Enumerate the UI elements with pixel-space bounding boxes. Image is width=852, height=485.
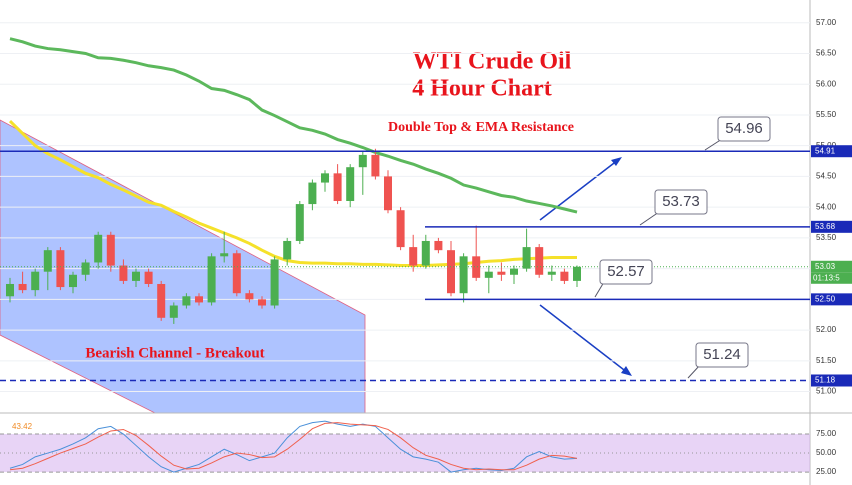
- price-tag-label: 53.03: [815, 262, 836, 271]
- callout-box: [695, 342, 749, 368]
- candle-body: [270, 259, 279, 306]
- candle-body: [132, 271, 140, 281]
- candle-body: [18, 283, 27, 291]
- candle-body: [447, 250, 455, 294]
- level-tag-label: 53.68: [815, 222, 836, 231]
- y-tick-label: 56.50: [816, 49, 837, 58]
- level-tag-label: 54.91: [815, 146, 836, 155]
- candle-body: [472, 256, 481, 278]
- candle-body: [547, 271, 556, 275]
- candle-body: [69, 274, 77, 288]
- candle-body: [106, 234, 115, 266]
- candle-body: [358, 154, 367, 168]
- candle-body: [522, 247, 531, 269]
- candle-body: [421, 240, 430, 266]
- level-tag: [811, 220, 852, 233]
- candle-body: [396, 210, 405, 248]
- candle-body: [308, 182, 317, 205]
- candle-body: [409, 247, 418, 266]
- arrow-up: [539, 159, 619, 221]
- price-tag: [811, 260, 852, 273]
- y-tick-label: 54.00: [816, 202, 837, 211]
- candle-body: [510, 268, 518, 275]
- level-tag-label: 52.50: [815, 294, 836, 303]
- y-tick-label: 51.50: [816, 356, 837, 365]
- candle-body: [195, 296, 203, 303]
- annotation: Bearish Channel - Breakout: [85, 345, 264, 361]
- arrow-head: [621, 366, 632, 376]
- candle-body: [220, 253, 229, 257]
- callout-label: 52.57: [607, 263, 645, 280]
- y-tick-label: 25.00: [816, 467, 837, 476]
- oscillator-value: 43.42: [12, 422, 33, 431]
- candle-body: [573, 266, 581, 281]
- y-tick-label: 57.00: [816, 18, 837, 27]
- candle-body: [535, 247, 544, 275]
- candle-body: [169, 305, 178, 318]
- candle-body: [232, 253, 241, 294]
- candle-body: [119, 265, 128, 281]
- candle-body: [283, 240, 292, 260]
- candle-body: [94, 234, 103, 263]
- candle-body: [207, 256, 216, 303]
- candle-body: [321, 173, 329, 183]
- candle-body: [497, 271, 506, 275]
- callout-box: [599, 259, 653, 285]
- arrow-down: [539, 304, 629, 374]
- candle-body: [371, 154, 380, 177]
- candle-body: [144, 271, 153, 284]
- callout-label: 51.24: [703, 346, 741, 363]
- line-series: [9, 422, 578, 471]
- candle-body: [346, 167, 355, 202]
- callout-box: [654, 189, 708, 215]
- candle-body: [245, 293, 254, 300]
- candle-body: [434, 240, 443, 251]
- y-tick-label: 56.00: [816, 79, 837, 88]
- chart-subtitle: 4 Hour Chart: [412, 76, 552, 102]
- y-tick-label: 55.50: [816, 110, 837, 119]
- candle-body: [258, 299, 266, 306]
- y-tick-label: 54.50: [816, 172, 837, 181]
- y-tick-label: 50.00: [816, 448, 837, 457]
- candle-body: [43, 250, 52, 272]
- candle-body: [333, 173, 342, 202]
- line-series: [9, 37, 578, 214]
- callout-label: 54.96: [725, 120, 763, 137]
- candle-body: [295, 204, 304, 241]
- candle-body: [484, 271, 493, 278]
- arrow-head: [611, 157, 622, 166]
- candle-body: [182, 296, 191, 306]
- callout-pointer: [594, 281, 605, 298]
- candle-body: [31, 271, 40, 291]
- level-tag: [811, 293, 852, 306]
- candle-body: [560, 271, 569, 281]
- candle-body: [459, 256, 468, 294]
- candle-body: [56, 250, 65, 288]
- chart-title: WTI Crude Oil: [413, 49, 572, 75]
- y-tick-label: 75.00: [816, 429, 837, 438]
- y-tick-label: 52.00: [816, 325, 837, 334]
- level-tag: [811, 374, 852, 387]
- line-series: [8, 120, 577, 268]
- level-tag: [811, 145, 852, 158]
- y-tick-label: 53.50: [816, 233, 837, 242]
- candle-body: [6, 283, 14, 297]
- callout-box: [717, 116, 771, 142]
- candle-body: [81, 262, 90, 275]
- level-tag-label: 51.18: [815, 376, 836, 385]
- callout-label: 53.73: [662, 193, 700, 210]
- candle-body: [384, 176, 392, 211]
- y-tick-label: 51.00: [816, 387, 837, 396]
- candle-body: [157, 283, 166, 318]
- annotation: Double Top & EMA Resistance: [388, 120, 574, 135]
- countdown-tag: [811, 272, 852, 284]
- callout-pointer: [639, 211, 660, 226]
- countdown: 01:13:5: [813, 273, 840, 282]
